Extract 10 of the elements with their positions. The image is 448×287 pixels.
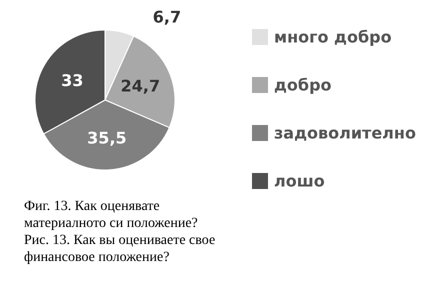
data-label: 6,7	[152, 7, 182, 26]
legend-label: много добро	[274, 28, 392, 46]
text: Рис. 13. Как вы оцениваете свое финансовое положение?	[24, 233, 219, 265]
data-label: 33	[61, 71, 84, 90]
data-label: 35,5	[87, 128, 127, 148]
legend-label: лошо	[274, 172, 325, 190]
text: Фиг. 13. Как оценявате материалното си положение?	[24, 199, 198, 231]
legend-label: добро	[274, 76, 332, 94]
data-label: 24,7	[120, 76, 160, 96]
legend-label: задоволително	[274, 124, 416, 142]
